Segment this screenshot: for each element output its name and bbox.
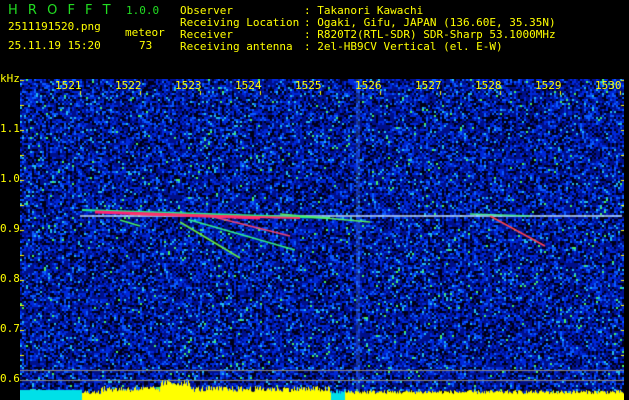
y-unit-label: kHz [0,72,20,85]
x-tick-label: 1529 [535,79,562,92]
x-tick-label: 1528 [475,79,502,92]
meteor-label: meteor [125,26,165,39]
info-value: : Takanori Kawachi [304,4,424,17]
info-label: Receiver [180,28,233,41]
file-name: 2511191520.png [8,20,101,33]
info-value: : 2el-HB9CV Vertical (el. E-W) [304,40,503,53]
info-label: Observer [180,4,233,17]
y-tick-label: 1.1 [0,122,20,135]
y-tick-label: 0.8 [0,272,20,285]
x-tick-label: 1521 [55,79,82,92]
app-logo: H R O F F T [8,3,114,18]
x-tick-label: 1527 [415,79,442,92]
meteor-count: 73 [139,39,153,52]
x-tick-label: 1523 [175,79,202,92]
info-value: : Ogaki, Gifu, JAPAN (136.60E, 35.35N) [304,16,556,29]
app-version: 1.0.0 [126,4,160,17]
y-tick-label: 0.9 [0,222,20,235]
info-value: : R820T2(RTL-SDR) SDR-Sharp 53.1000MHz [304,28,556,41]
info-label: Receiving antenna [180,40,293,53]
x-tick-label: 1524 [235,79,262,92]
info-label: Receiving Location [180,16,300,29]
x-tick-label: 1530 [595,79,622,92]
x-tick-label: 1522 [115,79,142,92]
y-tick-label: 0.7 [0,322,20,335]
x-tick-label: 1526 [355,79,382,92]
x-tick-label: 1525 [295,79,322,92]
y-tick-label: 0.6 [0,372,20,385]
file-datetime: 25.11.19 15:20 [8,39,101,52]
y-tick-label: 1.0 [0,172,20,185]
spectrogram [20,79,624,400]
